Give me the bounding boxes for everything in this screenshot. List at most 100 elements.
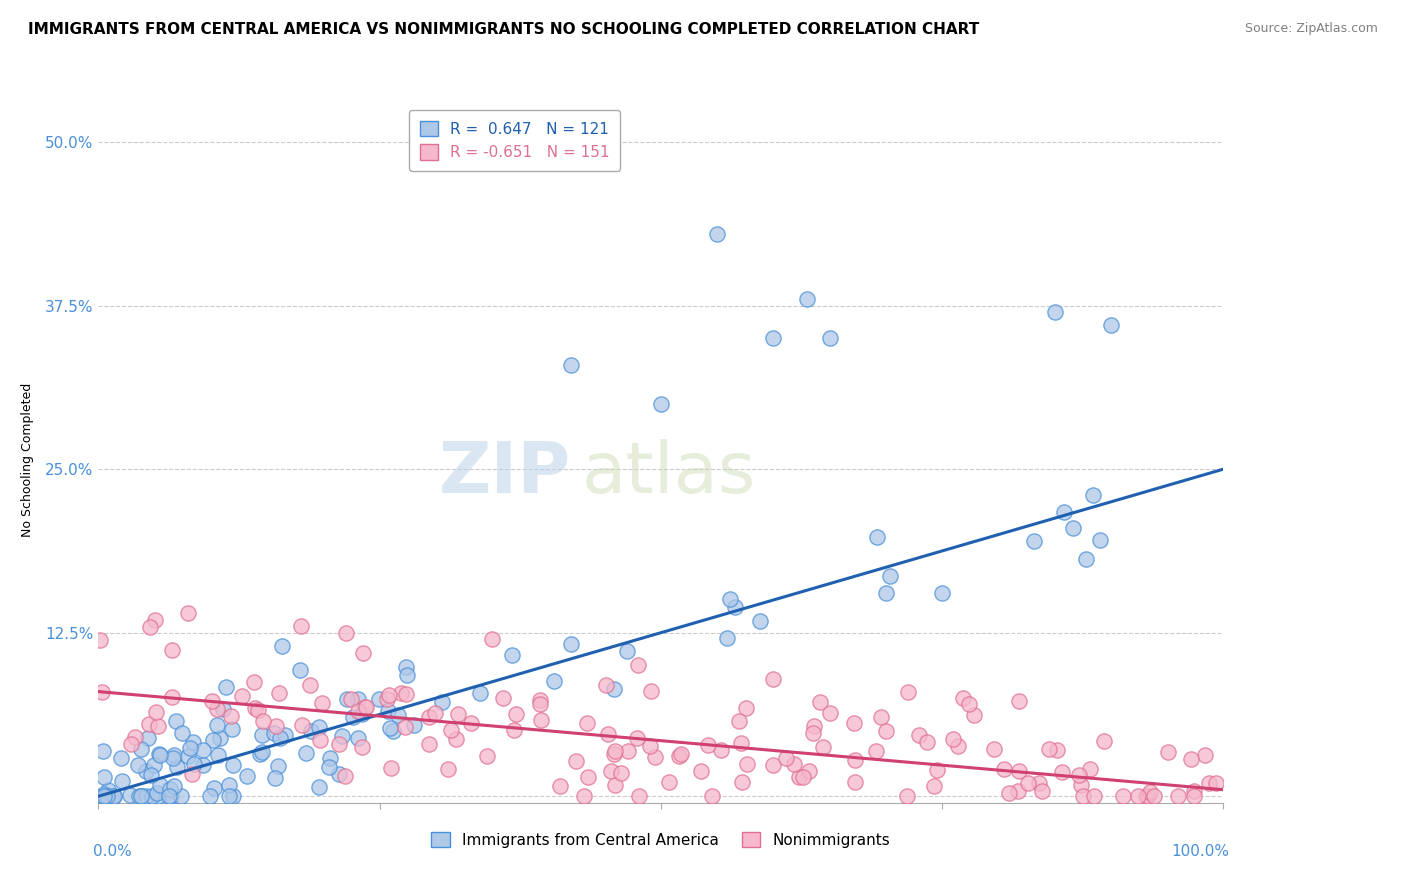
Point (418, 737, 440, 751)
Point (475, 748, 498, 763)
Point (395, 668, 418, 682)
Point (177, 606, 200, 620)
Point (689, 764, 711, 779)
Point (993, 762, 1015, 776)
Point (948, 739, 970, 753)
Point (377, 704, 399, 718)
Point (136, 731, 159, 745)
Point (160, 642, 183, 657)
Point (1182, 783, 1205, 797)
Point (702, 789, 724, 804)
Point (131, 789, 153, 804)
Point (179, 741, 201, 756)
Point (870, 709, 893, 723)
Point (730, 736, 752, 750)
Point (252, 714, 274, 728)
Point (354, 700, 377, 714)
Point (799, 764, 821, 779)
Point (505, 707, 527, 722)
Point (1017, 776, 1039, 790)
Text: Source: ZipAtlas.com: Source: ZipAtlas.com (1244, 22, 1378, 36)
Point (603, 778, 626, 792)
Point (731, 775, 754, 789)
Point (160, 690, 183, 705)
Point (308, 780, 330, 794)
Point (298, 678, 321, 692)
Point (1046, 743, 1069, 757)
Point (159, 781, 181, 796)
Point (927, 763, 949, 777)
Point (439, 723, 461, 737)
Point (378, 722, 401, 736)
Point (1099, 318, 1122, 333)
Point (96, 789, 118, 804)
Point (333, 769, 356, 783)
Point (716, 631, 738, 645)
Point (610, 766, 633, 780)
Point (875, 723, 897, 738)
Y-axis label: No Schooling Completed: No Schooling Completed (21, 383, 34, 536)
Point (1157, 745, 1180, 759)
Point (1078, 763, 1101, 777)
Point (803, 719, 825, 733)
Point (269, 731, 291, 746)
Point (1184, 789, 1206, 804)
Point (395, 659, 418, 673)
Point (603, 681, 626, 696)
Point (352, 646, 374, 660)
Point (710, 743, 733, 757)
Point (93, 789, 115, 804)
Point (263, 771, 285, 785)
Point (207, 747, 229, 762)
Point (110, 751, 132, 765)
Point (997, 786, 1019, 800)
Point (319, 751, 342, 765)
Point (94, 789, 117, 804)
Point (718, 591, 741, 606)
Point (342, 710, 364, 724)
Point (290, 619, 312, 633)
Point (162, 779, 184, 793)
Point (446, 707, 468, 722)
Point (235, 769, 257, 783)
Point (91, 684, 114, 698)
Point (572, 789, 595, 804)
Point (792, 770, 814, 784)
Point (796, 292, 818, 306)
Point (218, 789, 240, 804)
Point (626, 731, 648, 745)
Point (211, 701, 233, 715)
Point (267, 759, 290, 773)
Point (1205, 776, 1227, 790)
Point (162, 751, 184, 765)
Point (120, 788, 142, 802)
Point (1135, 789, 1157, 804)
Legend: Immigrants from Central America, Nonimmigrants: Immigrants from Central America, Nonimmi… (422, 822, 900, 857)
Point (97, 782, 120, 797)
Point (395, 687, 418, 701)
Point (669, 747, 692, 761)
Point (181, 735, 204, 749)
Point (148, 789, 170, 804)
Point (775, 751, 797, 765)
Point (336, 692, 359, 706)
Point (291, 717, 314, 731)
Point (430, 695, 453, 709)
Point (91, 789, 114, 804)
Point (1062, 521, 1084, 535)
Point (529, 693, 551, 707)
Point (170, 789, 193, 804)
Point (193, 758, 215, 772)
Point (145, 786, 167, 800)
Point (138, 717, 160, 731)
Point (121, 737, 143, 751)
Point (391, 686, 413, 700)
Point (866, 530, 889, 544)
Point (215, 681, 238, 695)
Text: atlas: atlas (582, 439, 756, 508)
Point (616, 644, 638, 658)
Point (1137, 789, 1160, 804)
Point (250, 745, 273, 759)
Point (727, 714, 749, 728)
Point (264, 719, 287, 733)
